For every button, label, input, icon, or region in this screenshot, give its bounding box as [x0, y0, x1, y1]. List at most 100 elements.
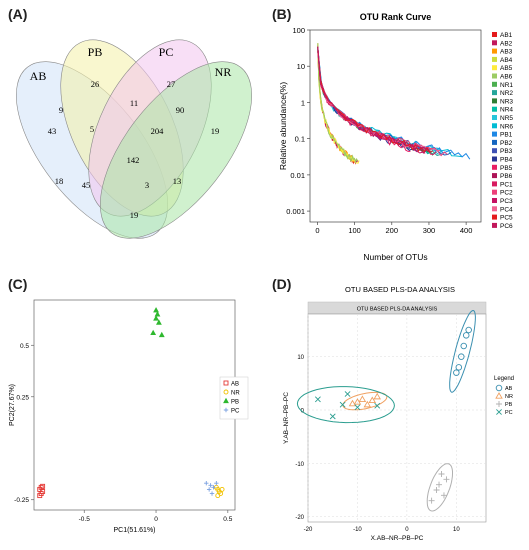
- legend-marker: [223, 380, 229, 386]
- venn-diagram: AB PB PC NR 43 26 27 19 9 11 90 5 204 142 18 13 45 3 19: [15, 39, 253, 239]
- legend-label: PB1: [500, 132, 513, 139]
- venn-region-count: 43: [48, 126, 57, 136]
- venn-set-label: PC: [159, 45, 174, 59]
- pca-point-pb: [156, 319, 162, 325]
- x-tick-label: 200: [386, 226, 399, 235]
- rank-line-pc5: [317, 50, 433, 153]
- venn-set-label: NR: [215, 65, 232, 79]
- legend-label: AB5: [500, 65, 513, 72]
- legend-swatch: [492, 65, 497, 71]
- venn-region-count: 19: [211, 126, 220, 136]
- plsda-point-pb: [443, 476, 450, 483]
- panel-b: (B) OTU Rank Curve 100 10 1 0.1 0.01 0.001 0 100…: [266, 0, 529, 270]
- legend-label: AB2: [500, 40, 513, 47]
- pca-point-ab: [40, 483, 46, 489]
- plsda-point-nr: [363, 400, 372, 408]
- legend-swatch: [492, 189, 497, 195]
- legend-label: PC6: [500, 223, 513, 230]
- panel-a: (A) AB PB PC NR 43 26 27 19 9 11 90 5 204 142 18 13 45 3 1…: [0, 0, 262, 270]
- x-tick-label: -20: [304, 527, 313, 533]
- venn-set-label: AB: [30, 69, 47, 83]
- legend-label: AB4: [500, 57, 513, 64]
- legend-label: AB6: [500, 74, 513, 81]
- legend-label: PB: [505, 402, 513, 408]
- x-tick-label: -0.5: [79, 516, 91, 523]
- rank-line-ab4: [317, 45, 354, 161]
- venn-region-count: 13: [173, 176, 182, 186]
- plsda-point-ab: [462, 332, 470, 339]
- legend-label: PB4: [500, 157, 513, 164]
- legend-swatch: [492, 48, 497, 54]
- y-axis-label: Relative abundance(%): [278, 82, 288, 171]
- x-axis-label: Number of OTUs: [363, 252, 427, 262]
- confidence-ellipse-pc: [296, 386, 395, 424]
- legend-marker: [496, 409, 502, 415]
- pca-point-pb: [158, 331, 165, 338]
- legend-label: AB3: [500, 49, 513, 56]
- legend-marker: [495, 392, 503, 399]
- venn-region-count: 204: [151, 126, 165, 136]
- chart-title: OTU Rank Curve: [360, 12, 432, 22]
- pca-point-pc: [214, 481, 219, 486]
- plsda-point-nr: [358, 395, 367, 402]
- chart-subtitle: OTU BASED PLS-DA ANALYSIS: [357, 307, 438, 313]
- y-axis-label: PC2(27.67%): [9, 384, 16, 426]
- legend-label: AB1: [500, 32, 513, 39]
- legend-label: NR4: [500, 107, 513, 114]
- rank-curve-chart: OTU Rank Curve 100 10 1 0.1 0.01 0.001 0 100 200 3…: [278, 12, 513, 262]
- venn-set-nr: [99, 61, 253, 239]
- legend-label: PC2: [500, 190, 513, 197]
- legend-label: NR2: [500, 90, 513, 97]
- x-tick-label: 0.5: [223, 516, 232, 523]
- legend-label: PC4: [500, 206, 513, 213]
- plsda-point-pb: [428, 497, 435, 504]
- plot-frame: [33, 299, 236, 511]
- x-tick-label: -10: [353, 527, 362, 533]
- pca-point-pb: [153, 307, 159, 313]
- legend-label: NR: [231, 391, 240, 397]
- legend-label: PC1: [500, 181, 513, 188]
- pca-point-nr: [219, 486, 225, 492]
- plsda-point-pc: [354, 404, 361, 411]
- y-tick-label: 0.1: [295, 135, 305, 144]
- venn-region-count: 45: [82, 180, 91, 190]
- pca-point-pc: [211, 485, 216, 490]
- plsda-chart: OTU BASED PLS-DA ANALYSIS OTU BASED PLS-D…: [283, 285, 514, 542]
- legend-label: PB2: [500, 140, 513, 147]
- venn-region-count: 27: [167, 79, 176, 89]
- y-tick-label: -0.25: [14, 497, 29, 504]
- legend-label: NR: [505, 394, 513, 400]
- rank-line-nr4: [317, 49, 437, 155]
- legend-marker: [495, 384, 503, 392]
- y-tick-label: 0.001: [286, 207, 305, 216]
- plsda-point-pc: [314, 396, 321, 403]
- legend-label: PB5: [500, 165, 513, 172]
- legend-swatch: [492, 214, 497, 220]
- legend-box: [219, 376, 249, 420]
- legend-label: NR1: [500, 82, 513, 89]
- legend-swatch: [492, 81, 497, 87]
- x-tick-label: 0: [154, 516, 158, 523]
- venn-set-label: PB: [88, 45, 103, 59]
- legend-swatch: [492, 32, 497, 37]
- venn-region-count: 5: [90, 124, 94, 134]
- legend-label: PC: [231, 409, 240, 415]
- x-axis-label: X.AB–NR–PB–PC: [371, 535, 424, 542]
- plsda-point-pc: [374, 402, 381, 409]
- pca-point-pc: [208, 483, 213, 488]
- x-tick-label: 400: [460, 226, 473, 235]
- x-tick-label: 100: [348, 226, 361, 235]
- plsda-point-nr: [348, 399, 357, 407]
- legend-swatch: [492, 90, 497, 96]
- y-tick-label: 10: [297, 62, 305, 71]
- legend-swatch: [492, 222, 497, 228]
- legend-swatch: [492, 115, 497, 120]
- legend-marker: [223, 389, 229, 395]
- legend-label: NR5: [500, 115, 513, 122]
- legend-swatch: [492, 181, 497, 187]
- legend-marker: [496, 401, 502, 407]
- legend-swatch: [492, 123, 497, 129]
- legend-label: PC5: [500, 215, 513, 222]
- panel-c-label: (C): [8, 276, 28, 292]
- y-tick-label: 1: [301, 98, 305, 107]
